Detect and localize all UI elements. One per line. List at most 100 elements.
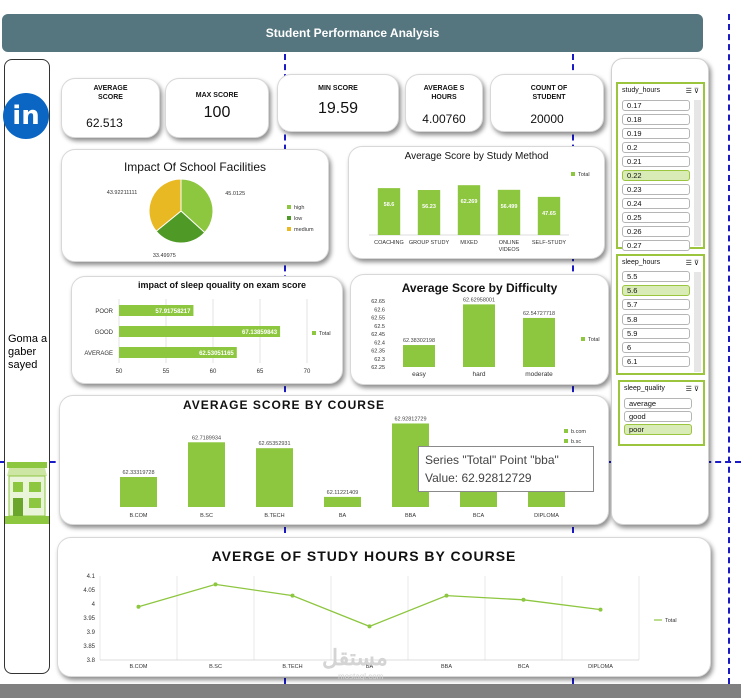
sidebar [4, 59, 50, 674]
data-label: 57.91758217 [155, 309, 191, 315]
tick-label: 62.4 [374, 340, 385, 346]
tooltip-series: Series "Total" Point "bba" [425, 453, 559, 467]
tick-label: AVERAGE [84, 351, 113, 357]
tick-label: B.COM [129, 664, 147, 670]
slicer-item-study_hours[interactable]: 0.2 [622, 142, 690, 153]
multi-select-icon[interactable]: ☰ [685, 88, 692, 95]
author-name: Goma a gaber sayed [8, 333, 48, 371]
legend-entry: Total [578, 172, 590, 178]
slicer-item-sleep_hours[interactable]: 6.1 [622, 356, 690, 368]
series-line-total [138, 583, 601, 628]
tick-label: ONLINE [499, 240, 520, 246]
slicer-item-sleep_hours[interactable]: 6 [622, 342, 690, 353]
tick-label: B.SC [209, 664, 222, 670]
slicer-item-study_hours[interactable]: 0.25 [622, 212, 690, 223]
slicer-item-sleep_quality[interactable]: average [624, 398, 692, 409]
slicer-title: sleep_hours [622, 259, 661, 266]
slicer-item-sleep_quality[interactable]: poor [624, 424, 692, 435]
data-point-B.TECH [290, 593, 295, 598]
legend-swatch [564, 439, 568, 443]
slicer-item-study_hours[interactable]: 0.27 [622, 240, 690, 251]
bar-B.SC [188, 442, 225, 507]
kpi-value: 19.59 [317, 100, 359, 117]
tick-label: 62.35 [371, 349, 385, 355]
data-point-DIPLOMA [598, 607, 603, 612]
linkedin-icon[interactable]: in [3, 93, 49, 139]
kpi-card-average-study-hours: AVERAGE S HOURS 4.00760 [405, 74, 483, 132]
bar-COACHING [377, 188, 401, 235]
slicer-item-sleep_hours[interactable]: 5.6 [622, 285, 690, 297]
multi-select-icon[interactable]: ☰ [685, 260, 692, 267]
data-label: 58.6 [384, 202, 395, 208]
data-point-BBA [444, 593, 449, 598]
legend-entry: Total [588, 337, 600, 343]
slicer-item-study_hours[interactable]: 0.18 [622, 114, 690, 125]
kpi-card-count-of-student: COUNT OF STUDENT 20000 [490, 74, 604, 132]
tick-label: 65 [257, 369, 264, 375]
pie-slice-medium [148, 178, 182, 232]
tick-label: 62.45 [371, 332, 385, 338]
slicer-item-study_hours[interactable]: 0.21 [622, 156, 690, 167]
data-point-BCA [521, 597, 526, 602]
data-point-B.SC [213, 582, 218, 587]
tick-label: BA [366, 664, 374, 670]
tick-label: BCA [473, 513, 485, 519]
guide-line [728, 14, 730, 684]
pie-data-label: 33.49975 [153, 253, 176, 259]
clear-filter-icon[interactable]: ⊽ [693, 88, 699, 95]
slicer-item-study_hours[interactable]: 0.19 [622, 128, 690, 139]
difficulty-bar-chart: 62.65 62.6 62.55 62.5 62.45 62.4 62.35 62.3 62.2… [371, 297, 600, 378]
multi-select-icon[interactable]: ☰ [685, 386, 692, 393]
slicer-item-study_hours[interactable]: 0.26 [622, 226, 690, 237]
slicer-item-study_hours[interactable]: 0.17 [622, 100, 690, 111]
tick-label: MIXED [460, 240, 477, 246]
bottom-strip [0, 684, 741, 698]
tick-label: POOR [95, 309, 113, 315]
data-label: 67.13859843 [242, 330, 278, 336]
tick-label: 3.8 [87, 658, 96, 664]
data-label: 62.269 [461, 199, 478, 205]
slicer-item-sleep_hours[interactable]: 5.5 [622, 271, 690, 282]
slicer-sleep-hours: sleep_hours ☰ ⊽ 5.5 5.6 5.7 5.8 5.9 6 6.1 [616, 254, 705, 375]
slicer-scrollbar[interactable] [694, 272, 701, 372]
kpi-label: AVERAGE SCORE [93, 85, 128, 101]
chart-title: Average Score by Study Method [404, 151, 549, 162]
tick-label: 62.5 [374, 324, 385, 330]
bar-AVERAGE [119, 347, 237, 358]
watermark-url: mostaql.com [338, 672, 384, 681]
bar-ONLINE VIDEOS [497, 189, 521, 235]
tick-label: COACHING [374, 240, 404, 246]
data-label: 62.92812729 [394, 416, 426, 422]
data-label: 62.38302198 [403, 338, 435, 344]
clear-filter-icon[interactable]: ⊽ [693, 260, 699, 267]
tick-label: 62.65 [371, 299, 385, 305]
tooltip-value: Value: 62.92812729 [425, 471, 532, 485]
slicer-item-study_hours[interactable]: 0.22 [622, 170, 690, 181]
slicer-item-study_hours[interactable]: 0.24 [622, 198, 690, 209]
legend-swatch [287, 227, 291, 231]
school-building-icon [5, 462, 49, 524]
chart-card-difficulty: Average Score by Difficulty 62.65 62.6 62.… [350, 274, 609, 385]
slicer-title: study_hours [622, 87, 661, 94]
bar-GOOD [119, 326, 281, 337]
legend-entry: Total [319, 331, 331, 337]
study-hours-line-chart: 4.1 4.05 4 3.95 3.9 3.85 3.8 B.COM B.SC B.TECH BA… [83, 574, 676, 670]
slicer-item-sleep_quality[interactable]: good [624, 411, 692, 422]
clear-filter-icon[interactable]: ⊽ [693, 386, 699, 393]
tick-label: 50 [116, 369, 123, 375]
tick-label: 4.1 [87, 574, 96, 580]
data-label: 62.53051165 [199, 351, 234, 357]
bar-BA [324, 496, 361, 507]
legend-entry: low [294, 216, 302, 222]
slicer-item-sleep_hours[interactable]: 5.9 [622, 327, 690, 339]
slicer-scrollbar[interactable] [694, 100, 701, 246]
pie-slice-low [155, 210, 206, 244]
slicer-item-study_hours[interactable]: 0.23 [622, 184, 690, 195]
slicer-sleep-quality: sleep_quality ☰ ⊽ average good poor [618, 380, 705, 446]
data-label: 56.499 [501, 204, 518, 210]
slicer-item-sleep_hours[interactable]: 5.8 [622, 313, 690, 325]
tick-label: 70 [304, 369, 311, 375]
tick-label: 62.6 [374, 307, 385, 313]
kpi-card-max-score: MAX SCORE 100 [165, 78, 269, 138]
slicer-item-sleep_hours[interactable]: 5.7 [622, 299, 690, 311]
